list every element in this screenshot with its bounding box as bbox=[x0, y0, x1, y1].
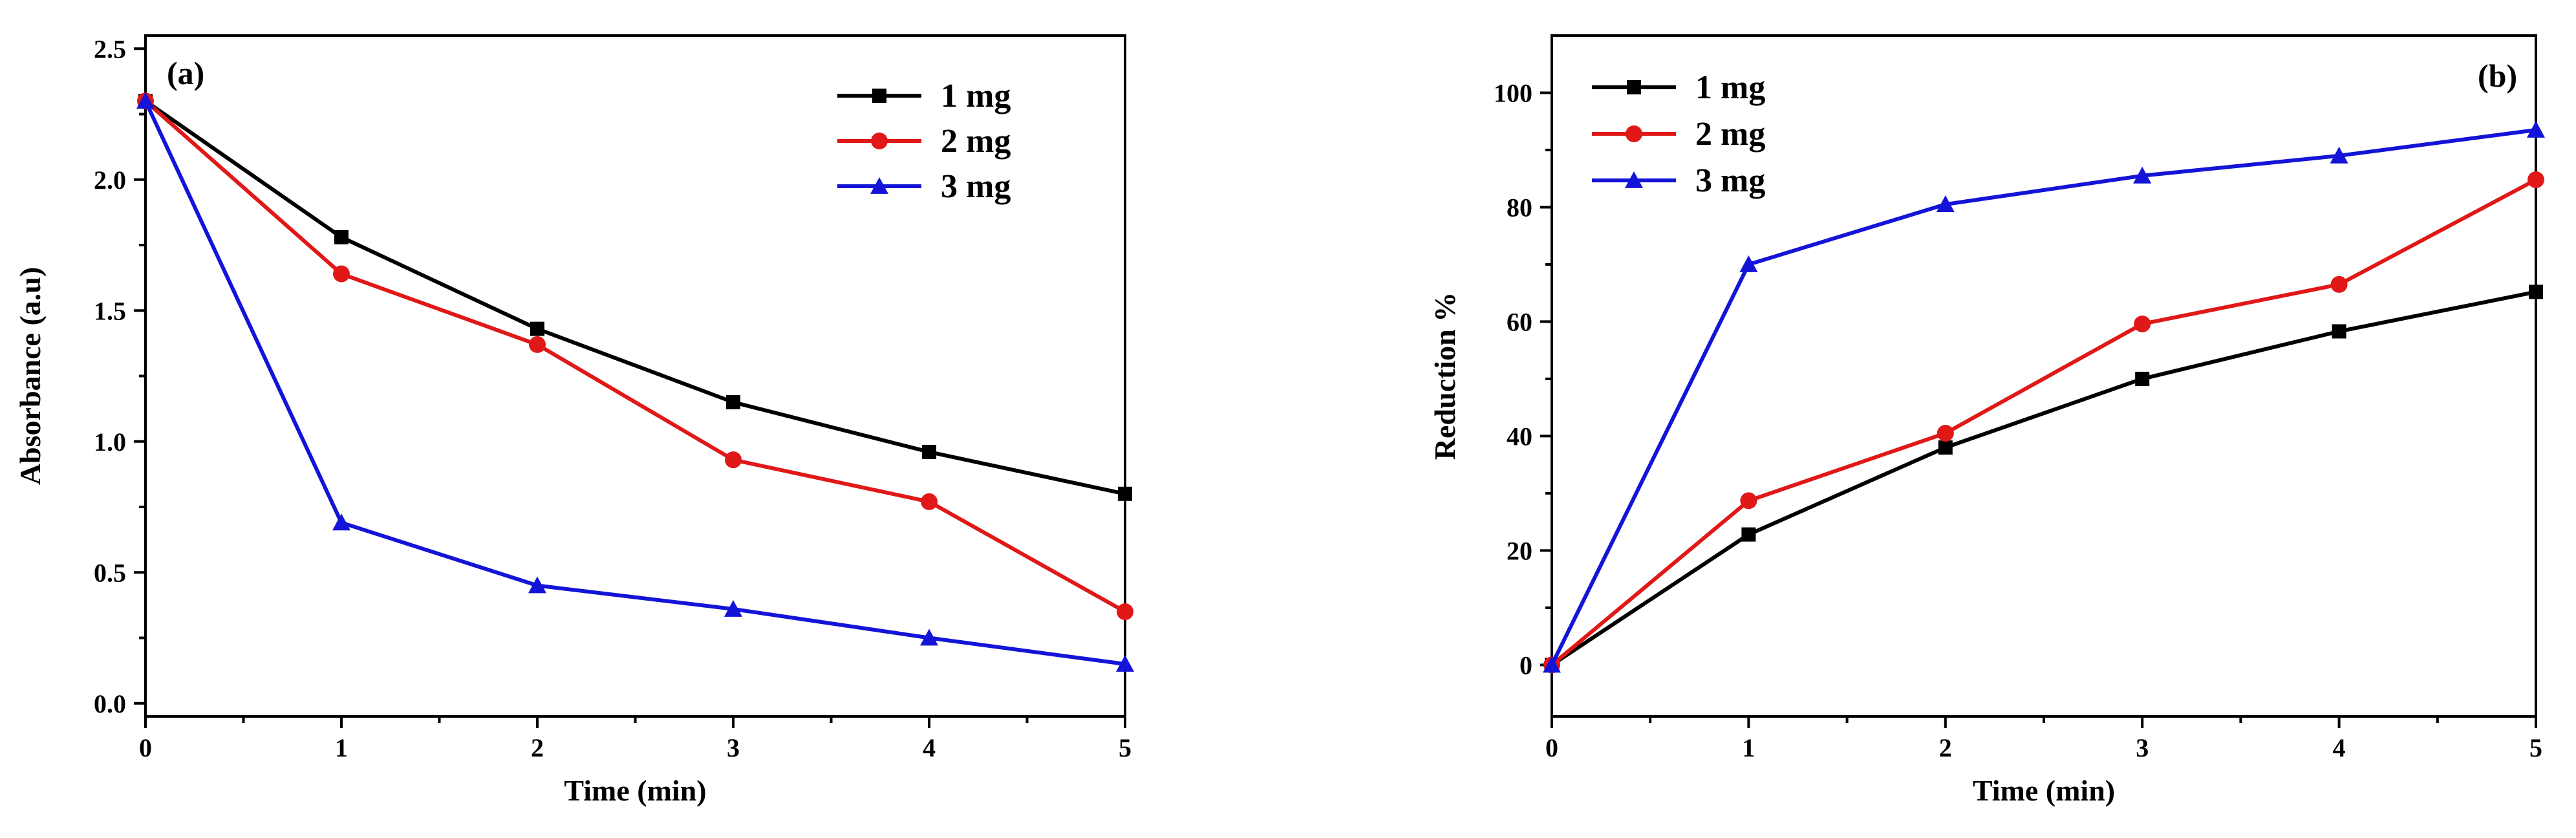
data-point bbox=[136, 92, 155, 109]
y-tick-label: 20 bbox=[1507, 536, 1532, 565]
y-tick-label: 0.5 bbox=[94, 558, 126, 587]
x-axis-title: Time (min) bbox=[564, 774, 706, 807]
legend-marker bbox=[1627, 80, 1641, 94]
data-point bbox=[334, 230, 349, 244]
x-tick-label: 4 bbox=[2333, 733, 2346, 762]
series-3-mg bbox=[1543, 121, 2545, 673]
y-tick-label: 60 bbox=[1507, 307, 1532, 336]
legend-label: 2 mg bbox=[941, 123, 1011, 160]
y-tick-label: 0.0 bbox=[94, 689, 126, 718]
data-point bbox=[1116, 655, 1134, 672]
data-point bbox=[2330, 275, 2348, 293]
y-tick-label: 80 bbox=[1507, 193, 1532, 222]
data-point bbox=[920, 628, 938, 646]
x-tick-label: 5 bbox=[1119, 733, 1132, 762]
legend-marker bbox=[871, 133, 888, 149]
series-2-mg bbox=[1543, 171, 2544, 674]
data-point bbox=[724, 599, 742, 617]
data-point bbox=[1118, 486, 1132, 501]
panel-label: (a) bbox=[167, 55, 204, 91]
data-point bbox=[530, 321, 544, 336]
data-point bbox=[1937, 424, 1954, 442]
data-point bbox=[1117, 603, 1133, 620]
series-line bbox=[144, 99, 1126, 496]
data-point bbox=[1739, 255, 1758, 272]
x-tick-label: 3 bbox=[727, 733, 740, 762]
x-axis-title: Time (min) bbox=[1973, 774, 2115, 807]
series-line bbox=[1550, 128, 2537, 666]
legend: 1 mg 2 mg 3 mg bbox=[837, 78, 1011, 205]
data-point bbox=[2529, 285, 2543, 299]
panel-label: (b) bbox=[2478, 58, 2517, 94]
legend: 1 mg 2 mg 3 mg bbox=[1592, 69, 1765, 199]
y-tick-label: 40 bbox=[1507, 422, 1532, 451]
y-axis-title: Absorbance (a.u) bbox=[14, 267, 47, 485]
legend-label: 3 mg bbox=[941, 168, 1011, 205]
legend-marker bbox=[870, 177, 888, 194]
data-point bbox=[922, 444, 936, 459]
data-point bbox=[332, 513, 350, 531]
data-point bbox=[333, 265, 350, 283]
data-point bbox=[2527, 121, 2545, 138]
x-tick-label: 5 bbox=[2529, 733, 2542, 762]
data-point bbox=[529, 336, 546, 353]
data-point bbox=[921, 493, 938, 510]
data-point bbox=[1543, 656, 1561, 673]
series-1-mg bbox=[1545, 285, 2543, 672]
data-point bbox=[726, 395, 740, 409]
data-point bbox=[1936, 195, 1955, 212]
series-3-mg bbox=[136, 92, 1134, 672]
data-point bbox=[2133, 166, 2152, 184]
y-tick-label: 2.0 bbox=[94, 166, 126, 195]
y-axis-title: Reduction % bbox=[1428, 292, 1461, 460]
legend-marker bbox=[1626, 125, 1642, 142]
y-tick-label: 100 bbox=[1494, 78, 1532, 107]
x-tick-label: 2 bbox=[531, 733, 544, 762]
data-point bbox=[2332, 324, 2346, 339]
data-point bbox=[1741, 527, 1756, 542]
legend-label: 1 mg bbox=[941, 78, 1011, 114]
legend-label: 2 mg bbox=[1695, 116, 1765, 153]
data-point bbox=[725, 451, 742, 469]
y-tick-label: 0 bbox=[1519, 650, 1532, 680]
legend-label: 1 mg bbox=[1695, 69, 1765, 106]
chart-panel-b: 0 1 2 3 4 5 0 20 40 60 80 100 Time (min) Reduction % (… bbox=[1428, 34, 2545, 807]
x-tick-label: 1 bbox=[335, 733, 348, 762]
x-tick-label: 2 bbox=[1939, 733, 1952, 762]
data-point bbox=[2330, 146, 2348, 164]
x-tick-label: 1 bbox=[1742, 733, 1755, 762]
data-point bbox=[2135, 371, 2150, 386]
x-tick-label: 0 bbox=[1545, 733, 1558, 762]
series-line bbox=[1551, 290, 2537, 667]
x-tick-label: 4 bbox=[923, 733, 936, 762]
data-point bbox=[1740, 492, 1757, 510]
y-tick-label: 1.5 bbox=[94, 296, 126, 325]
y-tick-label: 2.5 bbox=[94, 34, 126, 63]
data-point bbox=[2134, 315, 2151, 332]
data-point bbox=[1938, 440, 1953, 455]
legend-marker bbox=[1625, 171, 1643, 188]
series-line bbox=[144, 100, 1126, 666]
x-tick-label: 0 bbox=[139, 733, 152, 762]
legend-marker bbox=[872, 89, 886, 103]
series-line bbox=[1551, 178, 2537, 667]
y-tick-label: 1.0 bbox=[94, 427, 126, 457]
data-point bbox=[528, 576, 546, 594]
series-line bbox=[144, 100, 1126, 614]
x-tick-label: 3 bbox=[2136, 733, 2149, 762]
chart-panel-a: 0 1 2 3 4 5 0.0 0.5 1.0 1.5 2.0 2.5 Time (min) Absorb… bbox=[14, 34, 1134, 807]
data-point bbox=[2528, 171, 2544, 188]
legend-label: 3 mg bbox=[1695, 162, 1765, 199]
